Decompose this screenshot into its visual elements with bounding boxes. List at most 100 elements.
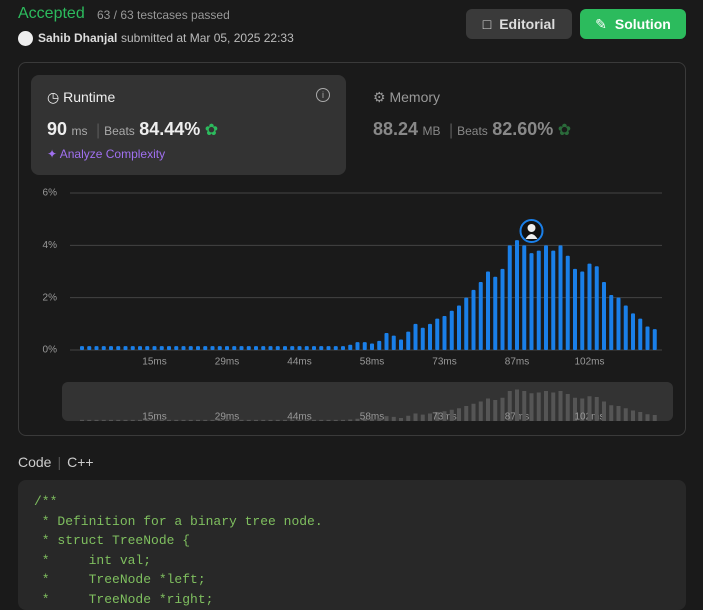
bar [203, 346, 208, 350]
bar [130, 346, 135, 350]
solution-button[interactable]: ✎ Solution [580, 9, 686, 39]
overview-bar [645, 414, 650, 421]
memory-label[interactable]: ⚙ Memory [373, 89, 441, 105]
bar [261, 346, 266, 350]
overview-bar [203, 419, 208, 421]
overview-bar [232, 419, 237, 421]
bar [558, 245, 563, 350]
result-panel [18, 62, 686, 436]
bar [631, 313, 635, 350]
page: Accepted 63 / 63 testcases passed Sahib … [18, 5, 686, 610]
bar [471, 289, 476, 350]
x-tick-label: 15ms [142, 357, 166, 368]
overview-bar [449, 409, 454, 421]
overview-bar [101, 419, 106, 421]
overview-bar [297, 419, 302, 421]
y-tick-label: 2% [43, 292, 58, 303]
user-marker-body [525, 234, 538, 239]
bar [370, 343, 374, 350]
avatar [18, 31, 33, 46]
overview-bar [558, 391, 563, 421]
runtime-card[interactable] [31, 75, 346, 175]
bar [573, 268, 577, 350]
bar [94, 346, 99, 350]
bar [536, 250, 541, 350]
bar [80, 346, 84, 350]
overview-bar [631, 410, 635, 421]
overview-bar [420, 414, 425, 421]
overview-tick-label: 15ms [142, 412, 166, 423]
bar [319, 346, 324, 350]
bar [507, 245, 512, 350]
bar [486, 271, 490, 350]
overview-tick-label: 44ms [287, 412, 311, 423]
overview-bar [406, 415, 411, 421]
overview-bar [486, 398, 490, 421]
overview-bar [602, 401, 606, 421]
overview-bar [507, 391, 512, 421]
y-tick-label: 4% [43, 240, 58, 251]
bar [435, 318, 440, 350]
bar [457, 305, 461, 350]
bar [645, 326, 650, 350]
overview-bar [464, 406, 469, 421]
bar [544, 245, 548, 350]
overview-bar [312, 419, 316, 421]
overview-bar [188, 419, 193, 421]
overview-bar [275, 419, 280, 421]
overview-bar [268, 419, 273, 421]
overview-bar [210, 419, 215, 421]
overview-tick-label: 29ms [215, 412, 239, 423]
bar [188, 346, 193, 350]
memory-stats: 88.24 MB | Beats 82.60% ✿ [373, 119, 572, 139]
analyze-link[interactable]: ✦ Analyze Complexity [47, 147, 166, 161]
x-tick-label: 87ms [505, 357, 529, 368]
bar [348, 344, 353, 350]
overview-bar [457, 408, 461, 421]
editorial-button[interactable]: □ Editorial [466, 9, 572, 39]
bar [232, 346, 237, 350]
solution-label: Solution [614, 16, 671, 32]
bar [210, 346, 215, 350]
code-language: C++ [67, 454, 94, 470]
bar [246, 346, 251, 350]
overview-bar [87, 419, 92, 421]
user[interactable]: Sahib Dhanjal [38, 31, 118, 45]
bar [304, 346, 309, 350]
testcases: 63 / 63 testcases passed [97, 8, 230, 22]
code-header: Code | C++ [18, 454, 94, 470]
bar [268, 346, 273, 350]
bar [101, 346, 106, 350]
bar [551, 250, 556, 350]
overview-bar [413, 413, 418, 421]
code-line: * TreeNode *left; [34, 572, 206, 587]
overview-bar [544, 391, 548, 421]
bar [399, 339, 403, 350]
overview-bar [594, 397, 599, 421]
bar [522, 245, 527, 350]
bar [413, 323, 418, 350]
code-block [18, 480, 686, 610]
code-line: * Definition for a binary tree node. [34, 513, 323, 529]
bar [145, 346, 150, 350]
overview-bar [123, 419, 128, 421]
bar [123, 346, 128, 350]
overview-bar [138, 419, 142, 421]
overview-bar [638, 412, 643, 421]
overview-bar [391, 416, 396, 421]
bar [159, 346, 164, 350]
overview-bar [304, 419, 309, 421]
runtime-stats: 90 ms | Beats 84.44% ✿ [47, 119, 219, 139]
code-line: * int val; [34, 552, 152, 568]
overview-bar [283, 419, 287, 421]
bar [87, 346, 92, 350]
bar [333, 346, 338, 350]
overview-bar [355, 418, 360, 421]
submitted: submitted at Mar 05, 2025 22:33 [121, 31, 294, 45]
overview-bar [116, 419, 121, 421]
bar [152, 346, 157, 350]
runtime-beats-label: Beats [104, 124, 135, 138]
info-icon[interactable]: i [316, 88, 330, 102]
bar [355, 342, 360, 350]
bar [602, 281, 606, 350]
